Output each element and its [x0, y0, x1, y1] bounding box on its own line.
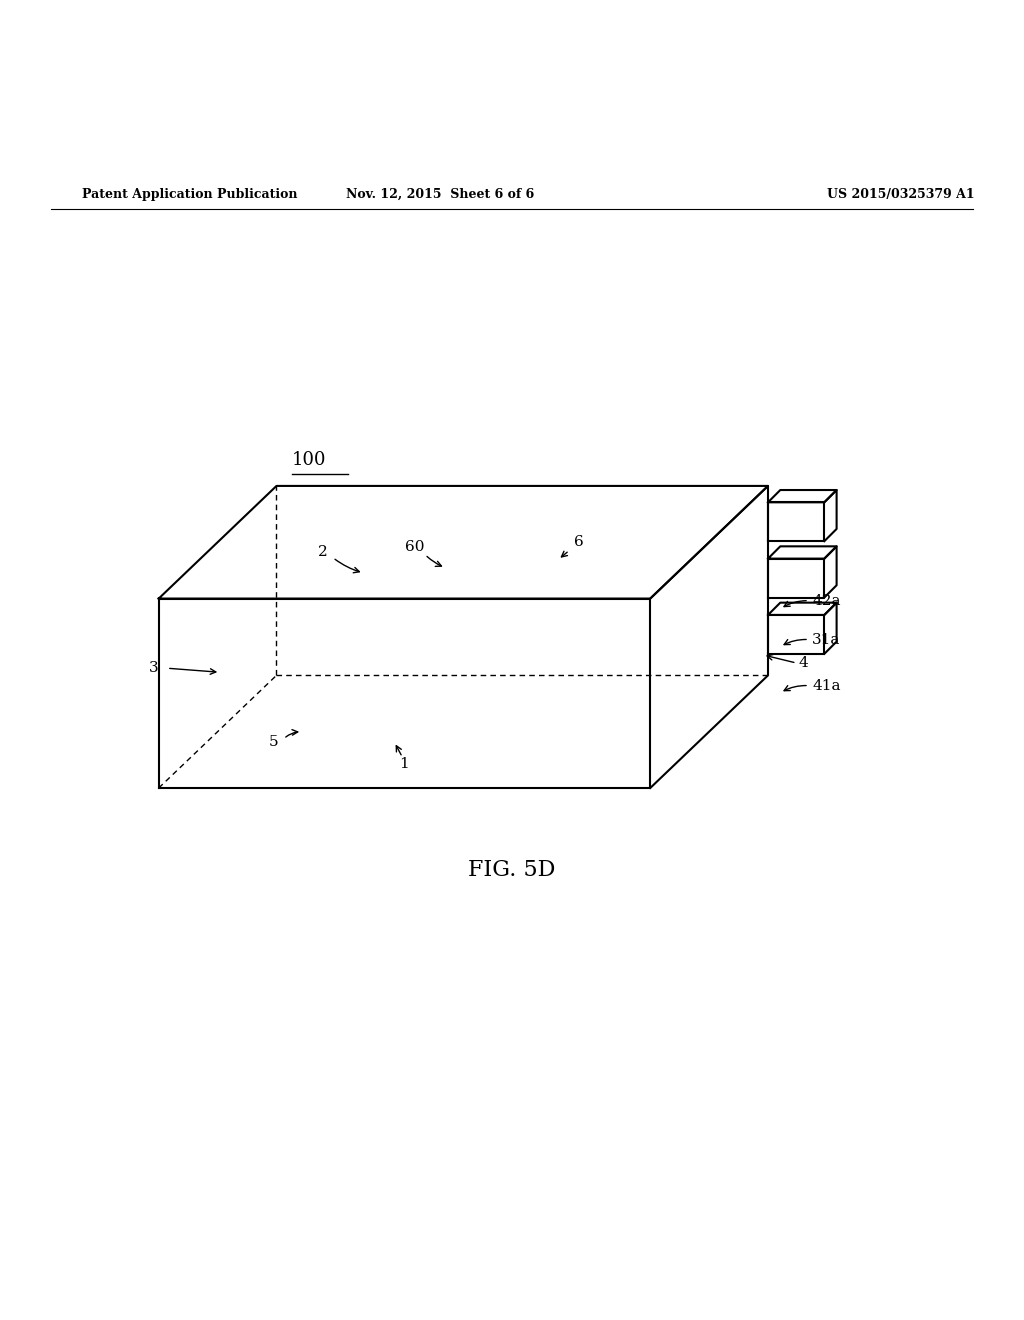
- Text: 2: 2: [317, 545, 328, 560]
- Text: 6: 6: [573, 535, 584, 549]
- Text: Patent Application Publication: Patent Application Publication: [82, 187, 297, 201]
- Text: 5: 5: [268, 735, 279, 748]
- Text: 4: 4: [799, 656, 809, 671]
- Text: Nov. 12, 2015  Sheet 6 of 6: Nov. 12, 2015 Sheet 6 of 6: [346, 187, 535, 201]
- Text: US 2015/0325379 A1: US 2015/0325379 A1: [827, 187, 975, 201]
- Text: 60: 60: [404, 540, 425, 554]
- Text: FIG. 5D: FIG. 5D: [468, 859, 556, 880]
- Text: 42a: 42a: [812, 594, 841, 607]
- Text: 31a: 31a: [812, 632, 841, 647]
- Text: 1: 1: [399, 758, 410, 771]
- Text: 100: 100: [292, 451, 327, 470]
- Text: 41a: 41a: [812, 678, 841, 693]
- Text: 3: 3: [150, 661, 159, 676]
